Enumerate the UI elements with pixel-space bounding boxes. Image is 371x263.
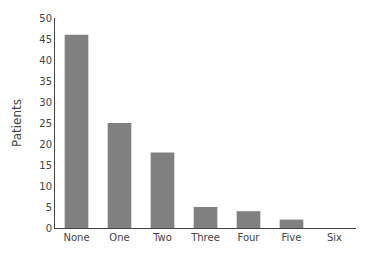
svg-text:20: 20: [39, 139, 52, 150]
svg-text:10: 10: [39, 181, 52, 192]
svg-text:5: 5: [46, 202, 52, 213]
svg-text:35: 35: [39, 76, 52, 87]
svg-text:25: 25: [39, 118, 52, 129]
svg-text:Two: Two: [152, 232, 172, 243]
svg-text:None: None: [63, 232, 89, 243]
svg-text:Five: Five: [282, 232, 302, 243]
svg-text:15: 15: [39, 160, 52, 171]
svg-text:Four: Four: [238, 232, 261, 243]
svg-text:45: 45: [39, 34, 52, 45]
svg-text:30: 30: [39, 97, 52, 108]
svg-text:40: 40: [39, 55, 52, 66]
svg-text:Three: Three: [190, 232, 220, 243]
svg-text:One: One: [109, 232, 129, 243]
svg-text:Patients: Patients: [10, 99, 24, 147]
svg-text:50: 50: [39, 13, 52, 24]
svg-text:Six: Six: [327, 232, 342, 243]
svg-text:0: 0: [46, 223, 52, 234]
